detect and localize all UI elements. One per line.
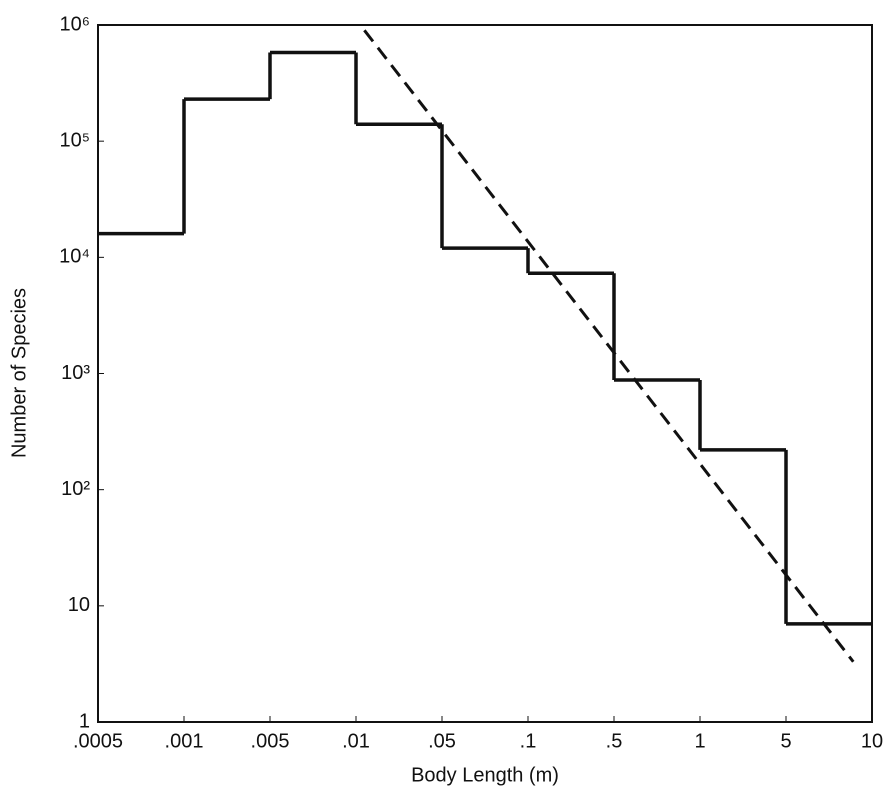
x-tick-label: 10 (861, 730, 883, 752)
y-tick-label: 10³ (61, 362, 90, 384)
x-tick-label: .001 (165, 730, 204, 752)
y-tick-label: 10⁶ (60, 13, 90, 35)
x-tick-label: .05 (428, 730, 456, 752)
y-tick-label: 10 (68, 594, 90, 616)
x-tick-label: .5 (606, 730, 623, 752)
x-tick-label: .0005 (73, 730, 123, 752)
y-tick-label: 1 (79, 710, 90, 732)
y-axis-label: Number of Species (8, 288, 30, 458)
x-tick-label: .01 (342, 730, 370, 752)
x-tick-label: .1 (520, 730, 537, 752)
y-tick-label: 10⁴ (59, 246, 90, 268)
x-axis-label: Body Length (m) (411, 764, 559, 786)
plot-frame (97, 24, 873, 723)
y-tick-label: 10² (61, 478, 90, 500)
x-tick-label: 5 (780, 730, 791, 752)
x-tick-label: 1 (694, 730, 705, 752)
x-tick-label: .005 (251, 730, 290, 752)
y-tick-label: 10⁵ (59, 129, 90, 151)
fit-line (363, 29, 855, 663)
